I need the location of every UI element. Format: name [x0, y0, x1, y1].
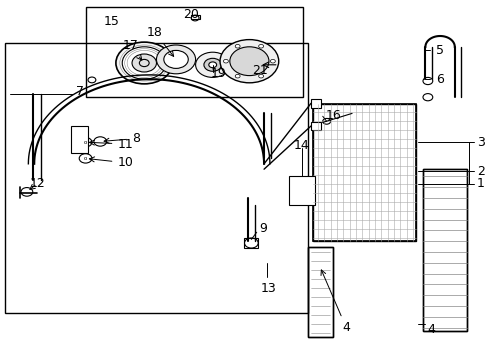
- Circle shape: [422, 77, 432, 85]
- Bar: [307, 247, 332, 337]
- Text: 14: 14: [293, 139, 308, 152]
- Text: 10: 10: [89, 156, 133, 169]
- Circle shape: [132, 54, 156, 72]
- Text: 15: 15: [104, 15, 120, 28]
- Circle shape: [88, 77, 96, 83]
- Text: 16: 16: [325, 109, 341, 122]
- Bar: [85, 7, 303, 97]
- Bar: [422, 169, 466, 331]
- Circle shape: [422, 94, 432, 101]
- Circle shape: [223, 59, 228, 63]
- Bar: [190, 15, 200, 19]
- Text: 18: 18: [146, 26, 173, 57]
- Text: 2: 2: [476, 165, 484, 177]
- Circle shape: [208, 62, 216, 68]
- Text: 4: 4: [320, 270, 349, 334]
- Text: 3: 3: [476, 136, 484, 149]
- Circle shape: [156, 45, 195, 74]
- Bar: [71, 126, 88, 153]
- Bar: [288, 176, 315, 205]
- Text: 11: 11: [89, 138, 133, 150]
- Circle shape: [116, 42, 172, 84]
- Bar: [310, 99, 320, 108]
- Text: 8: 8: [104, 132, 140, 145]
- Circle shape: [21, 188, 33, 196]
- Circle shape: [322, 118, 330, 124]
- Bar: [5, 43, 307, 313]
- Text: 20: 20: [183, 8, 199, 21]
- Circle shape: [270, 59, 275, 63]
- Text: 5: 5: [435, 44, 443, 57]
- Text: 1: 1: [476, 177, 484, 190]
- Bar: [422, 169, 466, 331]
- Text: 12: 12: [29, 177, 45, 190]
- Text: 17: 17: [122, 39, 142, 60]
- Bar: [312, 104, 415, 241]
- Circle shape: [122, 47, 166, 79]
- Text: 21: 21: [251, 64, 267, 77]
- Bar: [310, 122, 320, 130]
- Text: 9: 9: [259, 222, 266, 235]
- Text: 19: 19: [210, 67, 225, 80]
- Circle shape: [235, 44, 240, 48]
- Circle shape: [195, 52, 229, 77]
- Text: o: o: [84, 156, 87, 161]
- Text: 7: 7: [76, 85, 83, 98]
- Circle shape: [235, 75, 240, 78]
- Circle shape: [229, 47, 268, 76]
- Circle shape: [203, 58, 221, 71]
- Circle shape: [220, 40, 278, 83]
- Text: 6: 6: [435, 73, 443, 86]
- Bar: [312, 104, 415, 241]
- Text: 4: 4: [427, 323, 435, 336]
- Circle shape: [258, 44, 263, 48]
- Bar: [307, 247, 332, 337]
- Bar: [244, 238, 258, 248]
- Circle shape: [163, 50, 188, 68]
- Circle shape: [258, 75, 263, 78]
- Text: o: o: [84, 140, 87, 145]
- Text: 13: 13: [260, 282, 276, 294]
